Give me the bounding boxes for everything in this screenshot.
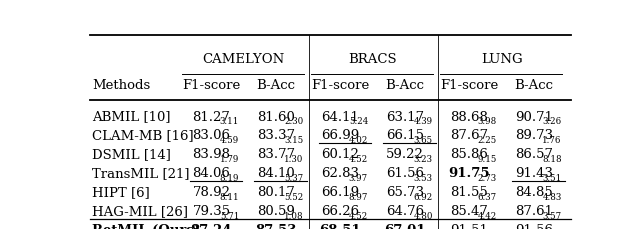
Text: 3.53: 3.53: [413, 173, 432, 182]
Text: 3.15: 3.15: [284, 136, 303, 144]
Text: 83.77: 83.77: [257, 148, 295, 161]
Text: 64.11: 64.11: [321, 110, 359, 123]
Text: 8.19: 8.19: [220, 173, 239, 182]
Text: 3.97: 3.97: [349, 173, 368, 182]
Text: 9.15: 9.15: [478, 154, 497, 163]
Text: 8.97: 8.97: [349, 192, 368, 201]
Text: 87.67: 87.67: [451, 129, 488, 142]
Text: 1.79: 1.79: [220, 154, 239, 163]
Text: 66.19: 66.19: [321, 185, 360, 199]
Text: Methods: Methods: [92, 78, 150, 91]
Text: 3.57: 3.57: [542, 211, 561, 220]
Text: 65.73: 65.73: [386, 185, 424, 199]
Text: 8.11: 8.11: [220, 192, 239, 201]
Text: 91.43: 91.43: [515, 167, 553, 180]
Text: 66.15: 66.15: [386, 129, 424, 142]
Text: 5.52: 5.52: [284, 192, 303, 201]
Text: 4.52: 4.52: [349, 154, 368, 163]
Text: 81.27: 81.27: [193, 110, 230, 123]
Text: B-Acc: B-Acc: [257, 78, 296, 91]
Text: 4.02: 4.02: [349, 136, 368, 144]
Text: 3.65: 3.65: [413, 136, 433, 144]
Text: 64.76: 64.76: [386, 204, 424, 217]
Text: 83.98: 83.98: [193, 148, 230, 161]
Text: F1-score: F1-score: [440, 78, 499, 91]
Text: 63.17: 63.17: [386, 110, 424, 123]
Text: 84.06: 84.06: [193, 167, 230, 180]
Text: 3.98: 3.98: [478, 117, 497, 125]
Text: 1.30: 1.30: [284, 154, 304, 163]
Text: 3.26: 3.26: [542, 117, 561, 125]
Text: 90.71: 90.71: [515, 110, 553, 123]
Text: 3.23: 3.23: [413, 154, 432, 163]
Text: 78.92: 78.92: [193, 185, 230, 199]
Text: 60.12: 60.12: [321, 148, 359, 161]
Text: 91.75: 91.75: [449, 167, 490, 180]
Text: 85.86: 85.86: [451, 148, 488, 161]
Text: 80.59: 80.59: [257, 204, 295, 217]
Text: LUNG: LUNG: [481, 53, 522, 66]
Text: 84.85: 84.85: [515, 185, 553, 199]
Text: 6.37: 6.37: [478, 192, 497, 201]
Text: 87.24: 87.24: [191, 223, 232, 229]
Text: 91.56: 91.56: [515, 223, 553, 229]
Text: 89.73: 89.73: [515, 129, 553, 142]
Text: 91.51: 91.51: [451, 223, 488, 229]
Text: 86.57: 86.57: [515, 148, 553, 161]
Text: CLAM-MB [16]: CLAM-MB [16]: [92, 129, 194, 142]
Text: 2.73: 2.73: [478, 173, 497, 182]
Text: 66.99: 66.99: [321, 129, 360, 142]
Text: CAMELYON: CAMELYON: [202, 53, 285, 66]
Text: DSMIL [14]: DSMIL [14]: [92, 148, 172, 161]
Text: F1-score: F1-score: [311, 78, 369, 91]
Text: 88.68: 88.68: [451, 110, 488, 123]
Text: 1.76: 1.76: [542, 136, 562, 144]
Text: 87.53: 87.53: [255, 223, 296, 229]
Text: 83.37: 83.37: [257, 129, 295, 142]
Text: 79.35: 79.35: [193, 204, 230, 217]
Text: HAG-MIL [26]: HAG-MIL [26]: [92, 204, 188, 217]
Text: HIPT [6]: HIPT [6]: [92, 185, 150, 199]
Text: 3.11: 3.11: [220, 117, 239, 125]
Text: 4.39: 4.39: [413, 117, 433, 125]
Text: 81.60: 81.60: [257, 110, 295, 123]
Text: 85.47: 85.47: [451, 204, 488, 217]
Text: B-Acc: B-Acc: [515, 78, 554, 91]
Text: 62.83: 62.83: [321, 167, 360, 180]
Text: BRACS: BRACS: [348, 53, 397, 66]
Text: 84.10: 84.10: [257, 167, 295, 180]
Text: 81.55: 81.55: [451, 185, 488, 199]
Text: 3.51: 3.51: [542, 173, 561, 182]
Text: 4.42: 4.42: [478, 211, 497, 220]
Text: 2.30: 2.30: [284, 117, 303, 125]
Text: 83.06: 83.06: [193, 129, 230, 142]
Text: 68.51: 68.51: [319, 223, 361, 229]
Text: RetMIL (Ours): RetMIL (Ours): [92, 223, 200, 229]
Text: 5.24: 5.24: [349, 117, 368, 125]
Text: 5.37: 5.37: [284, 173, 303, 182]
Text: F1-score: F1-score: [182, 78, 241, 91]
Text: 6.92: 6.92: [413, 192, 433, 201]
Text: 8.18: 8.18: [542, 154, 562, 163]
Text: B-Acc: B-Acc: [385, 78, 424, 91]
Text: 66.26: 66.26: [321, 204, 360, 217]
Text: 4.52: 4.52: [349, 211, 368, 220]
Text: ABMIL [10]: ABMIL [10]: [92, 110, 171, 123]
Text: 4.80: 4.80: [413, 211, 433, 220]
Text: 87.61: 87.61: [515, 204, 553, 217]
Text: 4.59: 4.59: [220, 136, 239, 144]
Text: 67.01: 67.01: [384, 223, 426, 229]
Text: 59.22: 59.22: [386, 148, 424, 161]
Text: 5.71: 5.71: [220, 211, 239, 220]
Text: TransMIL [21]: TransMIL [21]: [92, 167, 190, 180]
Text: 4.83: 4.83: [542, 192, 561, 201]
Text: 2.25: 2.25: [478, 136, 497, 144]
Text: 61.56: 61.56: [386, 167, 424, 180]
Text: 80.17: 80.17: [257, 185, 295, 199]
Text: 1.08: 1.08: [284, 211, 304, 220]
